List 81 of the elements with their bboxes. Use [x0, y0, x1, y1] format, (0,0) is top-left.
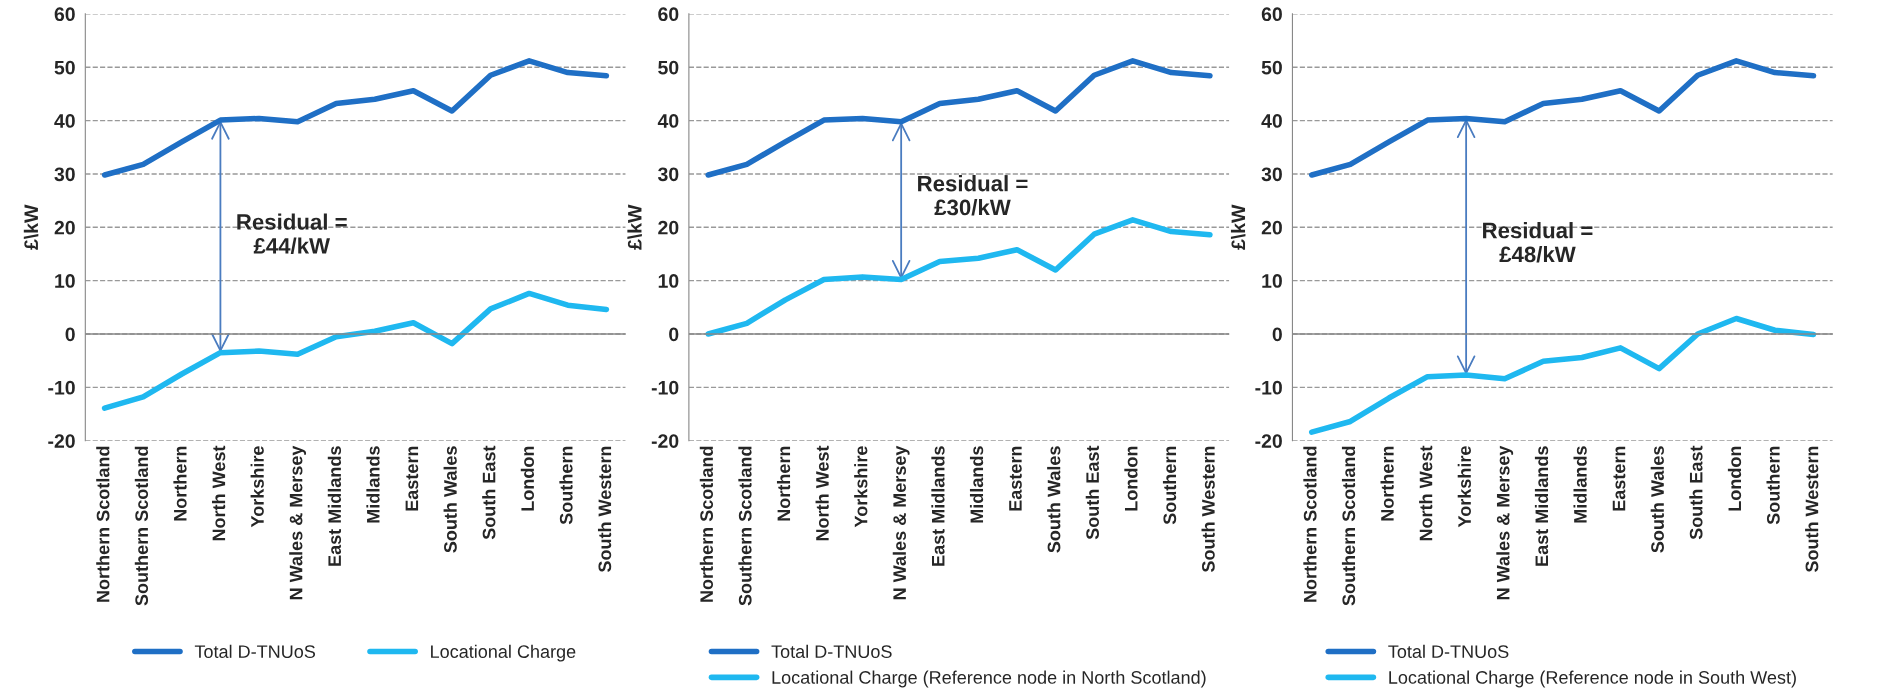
x-tick-label: Northern	[776, 446, 791, 521]
x-tick-label: North West	[211, 445, 226, 541]
y-tick-label: 50	[658, 60, 679, 75]
x-tick-label: South Western	[1805, 446, 1819, 573]
y-tick-label: 50	[54, 60, 75, 75]
y-tick-label: 0	[669, 327, 679, 342]
y-tick-label: 60	[54, 7, 75, 22]
annotation: Residual = £48/kW	[1483, 222, 1593, 263]
annotation: Residual = £44/kW	[237, 213, 347, 254]
y-tick-label: 60	[658, 7, 679, 22]
y-tick-label: -20	[651, 434, 679, 448]
y-tick-label: 0	[1272, 327, 1282, 342]
y-tick-label: 0	[65, 327, 75, 342]
legend-label: Total D-TNUoS	[1388, 644, 1509, 658]
y-tick-label: 40	[657, 114, 679, 128]
x-tick-label: East Midlands	[931, 446, 945, 566]
x-tick-label: South East	[482, 445, 496, 540]
y-tick-label: 30	[1261, 167, 1282, 182]
x-tick-label: Southern	[1162, 446, 1177, 525]
x-tick-label: Southern	[1766, 446, 1780, 525]
x-tick-label: North West	[815, 445, 829, 541]
x-tick-label: Yorkshire	[250, 446, 264, 528]
y-tick-label: 30	[54, 167, 75, 182]
legend-label: Locational Charge (Reference node in South West)	[1389, 670, 1796, 688]
y-axis-title: £\kW	[627, 204, 642, 250]
y-tick-label: 10	[1262, 274, 1282, 288]
y-tick-label: -20	[1255, 434, 1282, 448]
x-tick-label: N Wales & Mersey	[892, 445, 910, 600]
x-tick-label: N Wales & Mersey	[289, 445, 307, 600]
x-tick-label: Midlands	[366, 446, 380, 523]
x-tick-label: South East	[1689, 445, 1703, 540]
x-tick-label: Northern Scotland	[1303, 446, 1317, 602]
x-tick-label: South Wales	[443, 446, 457, 553]
annotation: Residual = £30/kW	[918, 175, 1028, 216]
x-tick-label: Eastern	[1612, 446, 1626, 511]
x-tick-label: Southern	[559, 446, 573, 525]
x-tick-label: North West	[1419, 445, 1433, 541]
x-tick-label: London	[1124, 446, 1138, 511]
x-tick-label: Yorkshire	[1457, 446, 1471, 528]
x-tick-label: East Midlands	[1534, 446, 1549, 566]
x-tick-label: South Wales	[1650, 446, 1664, 553]
x-tick-label: South Western	[1201, 446, 1215, 573]
legend-label: Total D-TNUoS	[194, 644, 316, 658]
legend-label: Locational Charge	[431, 644, 576, 662]
x-tick-label: Midlands	[969, 446, 984, 523]
y-tick-label: -10	[48, 380, 75, 395]
x-tick-label: South Western	[597, 446, 612, 573]
x-tick-label: N Wales & Mersey	[1496, 445, 1514, 600]
y-tick-label: 40	[1261, 114, 1282, 128]
y-axis-title: £\kW	[23, 204, 39, 250]
x-tick-label: Midlands	[1573, 446, 1587, 523]
y-tick-label: 50	[1261, 60, 1282, 75]
y-tick-label: 20	[658, 220, 679, 235]
x-tick-label: London	[520, 446, 535, 511]
x-tick-label: Yorkshire	[854, 446, 868, 528]
x-tick-label: South Wales	[1047, 446, 1061, 553]
x-tick-label: Eastern	[405, 446, 419, 511]
legend-label: Total D-TNUoS	[771, 644, 892, 658]
x-tick-label: Northern	[173, 446, 187, 521]
x-tick-label: Northern Scotland	[699, 446, 714, 602]
y-tick-label: 20	[54, 220, 75, 235]
y-tick-label: 40	[54, 114, 75, 128]
x-tick-label: Southern Scotland	[1341, 446, 1356, 606]
x-tick-label: South East	[1085, 445, 1099, 540]
x-tick-label: Northern	[1380, 446, 1394, 521]
x-tick-label: Southern Scotland	[134, 446, 149, 606]
y-tick-label: 20	[1261, 220, 1282, 235]
x-tick-label: Eastern	[1009, 446, 1022, 511]
y-tick-label: 10	[658, 274, 679, 288]
legend-label: Locational Charge (Reference node in North Scotland)	[772, 670, 1206, 688]
x-tick-label: Southern Scotland	[738, 446, 752, 606]
y-tick-label: -10	[651, 380, 679, 395]
y-tick-label: -10	[1255, 380, 1282, 395]
y-tick-label: 30	[657, 167, 679, 182]
x-tick-label: London	[1727, 446, 1742, 511]
x-tick-label: East Midlands	[327, 446, 342, 566]
y-tick-label: 60	[1261, 7, 1282, 22]
y-axis-title: £\kW	[1230, 204, 1246, 250]
y-tick-label: 10	[55, 274, 75, 288]
y-tick-label: -20	[48, 434, 75, 448]
x-tick-label: Northern Scotland	[96, 446, 110, 602]
